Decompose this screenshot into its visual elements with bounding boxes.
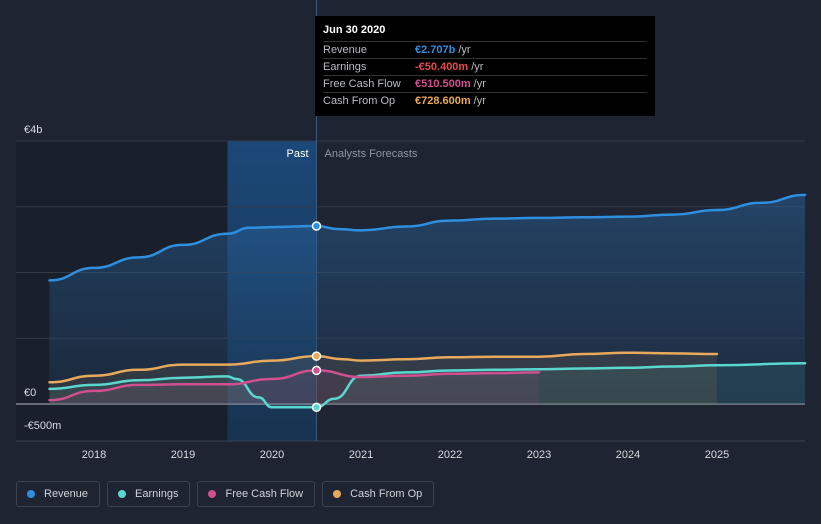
revenue-marker: [311, 221, 322, 231]
tooltip-label: Cash From Op: [323, 95, 396, 107]
tooltip-unit: /yr: [473, 95, 486, 107]
past-label: Past: [286, 148, 308, 160]
forecast-label: Analysts Forecasts: [325, 148, 418, 160]
tooltip-row: Free Cash Flow €510.500m/yr: [323, 75, 647, 92]
tooltip: Jun 30 2020 Revenue €2.707b/yr Earnings -€5…: [315, 16, 655, 116]
revenue-line: [48, 193, 807, 282]
earnings-area: [49, 363, 806, 408]
tooltip-unit: /yr: [471, 61, 484, 73]
legend-item-earnings[interactable]: Earnings: [107, 481, 191, 507]
tooltip-value: €510.500m: [415, 78, 471, 90]
tooltip-date: Jun 30 2020: [323, 24, 386, 36]
y-axis-label: €0: [24, 387, 36, 399]
legend-dot-icon: [118, 490, 127, 498]
free-cash-flow-area: [49, 370, 539, 404]
y-axis-label: -€500m: [24, 420, 61, 432]
tooltip-label: Free Cash Flow: [323, 78, 401, 90]
legend-label: Cash From Op: [350, 488, 423, 500]
x-tick-label: 2019: [171, 449, 195, 461]
y-axis-label: €4b: [24, 124, 42, 136]
tooltip-label: Earnings: [323, 61, 367, 73]
tooltip-row: Revenue €2.707b/yr: [323, 41, 647, 58]
legend-label: Revenue: [44, 488, 89, 500]
legend-dot-icon: [208, 490, 217, 498]
x-tick-label: 2025: [705, 449, 729, 461]
x-tick-label: 2024: [616, 449, 640, 461]
tooltip-unit: /yr: [458, 44, 471, 56]
legend-label: Free Cash Flow: [225, 488, 304, 500]
x-tick-label: 2023: [527, 449, 551, 461]
tooltip-unit: /yr: [473, 78, 486, 90]
legend: Revenue Earnings Free Cash Flow Cash From O…: [16, 481, 435, 507]
tooltip-row: Cash From Op €728.600m/yr: [323, 92, 647, 109]
earnings-line: [48, 361, 807, 409]
x-tick-label: 2020: [260, 449, 284, 461]
free-cash-flow-marker: [311, 365, 322, 376]
legend-item-free-cash-flow[interactable]: Free Cash Flow: [197, 481, 316, 507]
x-tick-label: 2018: [82, 449, 106, 461]
cash-from-op-line: [48, 351, 719, 384]
tooltip-value: €2.707b: [415, 44, 456, 56]
tooltip-value: €728.600m: [415, 95, 471, 107]
legend-item-revenue[interactable]: Revenue: [16, 481, 101, 507]
tooltip-row: Earnings -€50.400m/yr: [323, 58, 647, 75]
x-tick-label: 2021: [349, 449, 373, 461]
cash-from-op-marker: [311, 351, 322, 361]
tooltip-label: Revenue: [323, 44, 368, 56]
legend-label: Earnings: [135, 488, 179, 500]
legend-dot-icon: [27, 490, 35, 498]
earnings-marker: [311, 402, 322, 413]
legend-item-cash-from-op[interactable]: Cash From Op: [322, 481, 435, 507]
legend-dot-icon: [333, 490, 342, 498]
x-tick-label: 2022: [438, 449, 462, 461]
tooltip-value: -€50.400m: [415, 61, 469, 73]
free-cash-flow-line: [48, 369, 541, 402]
